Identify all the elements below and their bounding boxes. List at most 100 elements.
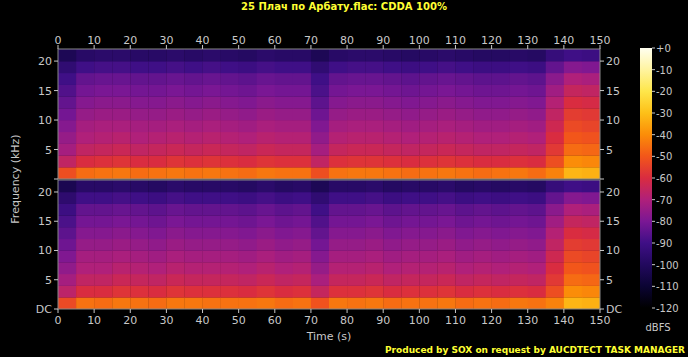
cell — [401, 215, 419, 227]
cell — [184, 85, 202, 97]
cell — [528, 297, 546, 309]
cell — [437, 274, 455, 286]
tick — [54, 250, 58, 251]
cell — [257, 274, 275, 286]
tick-label: 10 — [606, 244, 620, 257]
cell — [383, 120, 401, 132]
cell — [510, 239, 528, 251]
cell — [564, 96, 582, 108]
spectrogram-channel — [58, 180, 600, 309]
cell — [437, 155, 455, 167]
cell — [148, 239, 166, 251]
cell — [239, 85, 257, 97]
cell — [564, 120, 582, 132]
cell — [474, 286, 492, 298]
cell — [492, 297, 510, 309]
cell — [474, 227, 492, 239]
cell — [166, 274, 184, 286]
y-axis-label: Frequency (kHz) — [9, 134, 22, 223]
cell — [329, 274, 347, 286]
cell — [257, 167, 275, 179]
cell — [455, 204, 473, 216]
cell — [76, 96, 94, 108]
cell — [94, 155, 112, 167]
cell — [112, 250, 130, 262]
cell — [564, 192, 582, 204]
cell — [437, 108, 455, 120]
cell — [582, 262, 600, 274]
cell — [58, 120, 76, 132]
cell — [383, 132, 401, 144]
cell — [203, 120, 221, 132]
cell — [311, 96, 329, 108]
cell — [564, 215, 582, 227]
cell — [239, 192, 257, 204]
cell — [221, 61, 239, 73]
cell — [582, 192, 600, 204]
cell — [203, 227, 221, 239]
cell — [365, 132, 383, 144]
cell — [546, 192, 564, 204]
cell — [419, 239, 437, 251]
cell — [203, 215, 221, 227]
cell — [130, 286, 148, 298]
tick-label: 10 — [87, 314, 101, 327]
cell — [239, 180, 257, 192]
cell — [510, 215, 528, 227]
cell — [564, 49, 582, 61]
cell — [329, 61, 347, 73]
cell — [221, 144, 239, 156]
cell — [112, 155, 130, 167]
cell — [564, 144, 582, 156]
cell — [203, 73, 221, 85]
cell — [112, 204, 130, 216]
cell — [419, 262, 437, 274]
tick-label: 10 — [38, 114, 52, 127]
cell — [474, 73, 492, 85]
cell — [311, 49, 329, 61]
cell — [455, 297, 473, 309]
cell — [148, 250, 166, 262]
cell — [582, 297, 600, 309]
cell — [347, 108, 365, 120]
cell — [311, 239, 329, 251]
cell — [184, 274, 202, 286]
cell — [347, 227, 365, 239]
cell — [564, 155, 582, 167]
cell — [275, 262, 293, 274]
cell — [455, 250, 473, 262]
cell — [564, 108, 582, 120]
cell — [203, 274, 221, 286]
tick-label: 15 — [606, 85, 620, 98]
cell — [546, 204, 564, 216]
cell — [383, 144, 401, 156]
cell — [166, 155, 184, 167]
tick — [600, 309, 604, 310]
cell — [148, 204, 166, 216]
cell — [311, 227, 329, 239]
cell — [275, 167, 293, 179]
cell — [166, 96, 184, 108]
cell — [582, 96, 600, 108]
cell — [293, 132, 311, 144]
cell — [437, 49, 455, 61]
cell — [311, 108, 329, 120]
cell — [528, 120, 546, 132]
color-bar-label: dBFS — [645, 322, 670, 333]
cell — [221, 239, 239, 251]
cell — [492, 167, 510, 179]
cell — [293, 167, 311, 179]
cell — [203, 85, 221, 97]
cell — [365, 286, 383, 298]
cell — [130, 192, 148, 204]
cell — [347, 85, 365, 97]
tick-label: 15 — [38, 215, 52, 228]
cell — [257, 215, 275, 227]
cell — [474, 155, 492, 167]
cell — [401, 132, 419, 144]
cell — [221, 204, 239, 216]
cell — [166, 286, 184, 298]
cell — [474, 120, 492, 132]
tick — [58, 309, 59, 313]
cell — [419, 85, 437, 97]
